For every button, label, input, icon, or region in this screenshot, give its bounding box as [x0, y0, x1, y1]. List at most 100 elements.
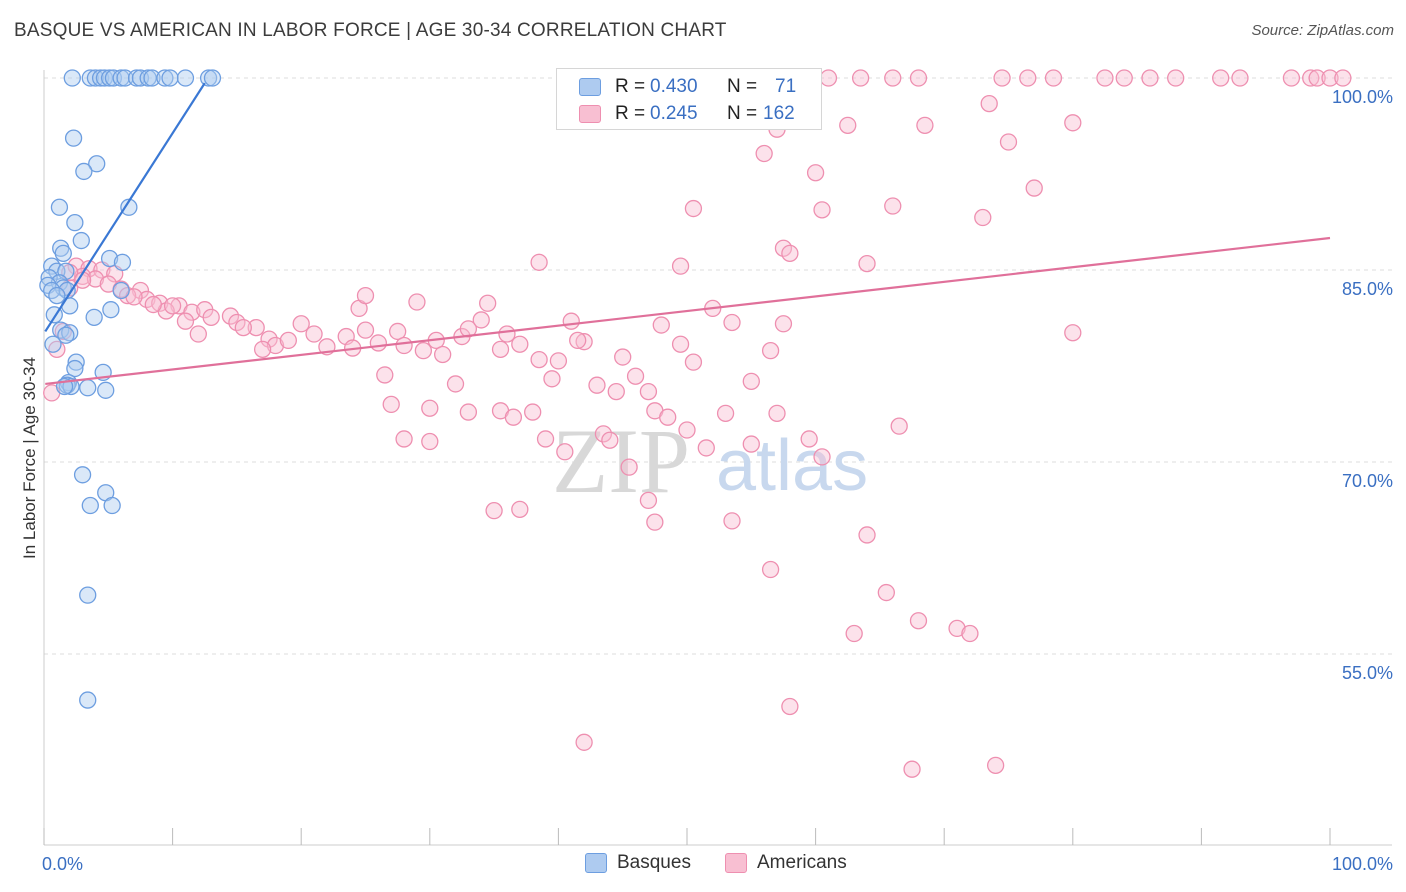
american-point: [549, 352, 568, 370]
american-point: [388, 322, 407, 341]
american-point: [755, 144, 773, 163]
american-point: [646, 513, 664, 531]
stats-legend: R = 0.430 N = 71 R = 0.245 N = 162: [556, 68, 822, 130]
american-point: [292, 315, 310, 333]
watermark-atlas: atlas: [716, 426, 868, 506]
american-point: [781, 697, 799, 716]
basque-point: [66, 213, 84, 232]
american-point: [684, 353, 703, 371]
american-point: [356, 321, 375, 339]
basque-point: [86, 69, 105, 87]
basque-point: [81, 496, 99, 515]
american-point: [1308, 69, 1326, 87]
american-point: [479, 294, 497, 312]
basque-point: [102, 301, 120, 319]
basque-point: [139, 69, 157, 87]
x-tick-label: 0.0%: [42, 854, 83, 874]
american-point: [858, 526, 876, 544]
y-axis-label: In Labor Force | Age 30-34: [20, 357, 39, 559]
x-tick-label: 100.0%: [1332, 854, 1393, 874]
american-point: [607, 382, 625, 401]
american-point: [67, 257, 85, 275]
basque-point: [112, 281, 130, 300]
basque-swatch: [585, 852, 607, 873]
american-point: [1096, 69, 1114, 87]
american-point: [1025, 179, 1043, 197]
american-point: [697, 439, 715, 457]
american-point: [536, 430, 555, 448]
basque-point: [63, 69, 81, 87]
american-point: [742, 372, 760, 391]
american-point: [1231, 69, 1249, 87]
n-value: 71: [775, 76, 797, 97]
legend-row-basques: R = 0.430 N = 71: [557, 73, 821, 101]
basque-point: [143, 69, 161, 87]
basque-point: [97, 381, 115, 399]
american-point: [768, 404, 786, 423]
american-point: [562, 312, 580, 330]
american-point: [569, 331, 587, 350]
american-point: [556, 443, 574, 461]
american-point: [1115, 69, 1133, 87]
basque-point: [66, 359, 84, 378]
y-tick-label: 70.0%: [1342, 471, 1393, 491]
basque-point: [64, 129, 83, 147]
basque-points: [39, 69, 222, 709]
american-point: [414, 341, 433, 360]
legend-item-basques[interactable]: Basques: [585, 852, 691, 874]
american-point: [1141, 69, 1159, 87]
american-point: [1019, 69, 1037, 87]
american-trend-line: [45, 236, 1331, 386]
american-point: [1167, 69, 1185, 87]
basque-point: [113, 253, 132, 271]
basque-point: [103, 496, 121, 515]
american-swatch: [579, 105, 601, 123]
american-point: [1212, 69, 1230, 87]
american-point: [459, 403, 478, 421]
american-point: [774, 315, 793, 333]
american-point: [620, 458, 638, 476]
american-point: [890, 417, 908, 435]
basque-point: [73, 466, 92, 484]
american-point: [446, 375, 465, 393]
trend-lines: [44, 82, 1331, 386]
legend-item-americans[interactable]: Americans: [725, 852, 847, 874]
american-point: [253, 340, 272, 359]
american-point: [356, 286, 375, 305]
american-point: [659, 408, 677, 426]
american-point: [916, 116, 934, 135]
american-point: [1334, 69, 1352, 87]
y-tick-label: 85.0%: [1342, 279, 1393, 299]
basque-point: [79, 586, 97, 604]
american-point: [974, 208, 992, 227]
american-point: [434, 345, 452, 364]
axes: [43, 70, 1392, 846]
basque-point: [50, 198, 69, 216]
american-point: [839, 116, 857, 135]
r-value: 0.430: [650, 76, 698, 97]
american-point: [761, 341, 780, 360]
n-label: N =: [727, 76, 758, 97]
american-point: [845, 624, 863, 643]
american-point: [1064, 114, 1082, 132]
american-point: [279, 331, 297, 350]
basque-point: [79, 691, 97, 709]
american-point: [601, 431, 619, 449]
american-point: [266, 336, 285, 355]
american-point: [485, 501, 503, 520]
american-point: [813, 448, 831, 466]
american-point: [671, 335, 690, 353]
grid-lines: [44, 77, 1392, 655]
basque-point: [88, 155, 106, 173]
american-point: [86, 270, 105, 288]
american-point: [800, 430, 818, 448]
american-point: [163, 297, 182, 315]
source-label: Source: ZipAtlas.com: [1251, 22, 1394, 39]
n-value: 162: [763, 103, 795, 124]
american-point: [530, 350, 548, 369]
axis-labels: 55.0% 70.0% 85.0% 100.0% 0.0% 100.0% In Labor …: [20, 87, 1393, 874]
american-point: [909, 612, 928, 630]
american-point: [376, 366, 394, 384]
legend-row-americans: R = 0.245 N = 162: [557, 100, 821, 128]
american-point: [305, 325, 323, 343]
